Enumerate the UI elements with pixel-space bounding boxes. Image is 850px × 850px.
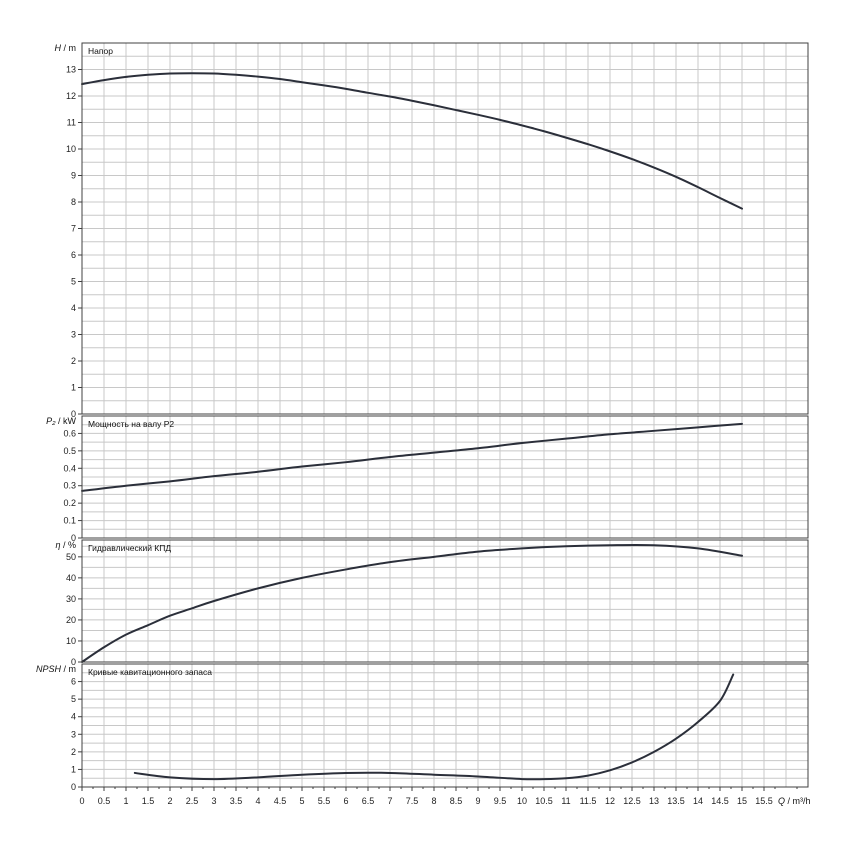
y-tick-label: 6 — [71, 677, 76, 687]
y-tick-label: 6 — [71, 250, 76, 260]
y-tick-label: 4 — [71, 303, 76, 313]
x-tick-label: 1.5 — [142, 796, 155, 806]
x-tick-label: 4.5 — [274, 796, 287, 806]
y-tick-label: 5 — [71, 694, 76, 704]
series-line — [81, 72, 743, 210]
panel-frame — [81, 415, 809, 539]
y-tick-label: 0 — [71, 533, 76, 543]
y-tick-label: 10 — [66, 636, 76, 646]
x-tick-label: 0 — [79, 796, 84, 806]
y-tick-label: 0.2 — [63, 498, 76, 508]
x-tick-label: 13.5 — [667, 796, 685, 806]
series-line — [81, 543, 743, 663]
y-tick-label: 3 — [71, 330, 76, 340]
y-tick-label: 0.6 — [63, 428, 76, 438]
series-line — [133, 673, 735, 781]
y-tick-label: 12 — [66, 91, 76, 101]
x-tick-label: 5 — [299, 796, 304, 806]
x-tick-label: 8 — [431, 796, 436, 806]
y-tick-label: 0.5 — [63, 446, 76, 456]
x-tick-label: 13 — [649, 796, 659, 806]
x-tick-label: 15 — [737, 796, 747, 806]
panel-title: Напор — [88, 46, 113, 56]
y-tick-label: 10 — [66, 144, 76, 154]
x-tick-label: 3 — [211, 796, 216, 806]
y-tick-label: 0.3 — [63, 481, 76, 491]
frame-layer — [78, 42, 809, 791]
x-axis-label: Q / m³/h — [778, 796, 811, 806]
y-tick-label: 0.4 — [63, 463, 76, 473]
x-tick-label: 9.5 — [494, 796, 507, 806]
y-tick-label: 1 — [71, 383, 76, 393]
y-tick-label: 2 — [71, 747, 76, 757]
x-tick-label: 11 — [561, 796, 570, 806]
y-tick-label: 0 — [71, 409, 76, 419]
x-tick-label: 14 — [693, 796, 703, 806]
curve-layer — [81, 72, 743, 781]
x-tick-label: 6 — [343, 796, 348, 806]
y-tick-label: 13 — [66, 65, 76, 75]
x-tick-label: 1 — [123, 796, 128, 806]
y-tick-label: 20 — [66, 615, 76, 625]
x-tick-label: 15.5 — [755, 796, 773, 806]
x-tick-label: 2 — [167, 796, 172, 806]
y-tick-label: 0 — [71, 782, 76, 792]
x-tick-label: 12.5 — [623, 796, 641, 806]
x-tick-label: 4 — [255, 796, 260, 806]
x-tick-label: 7 — [387, 796, 392, 806]
x-tick-label: 12 — [605, 796, 615, 806]
panel-title: Кривые кавитационного запаса — [88, 667, 212, 677]
y-tick-label: 1 — [71, 764, 76, 774]
y-tick-label: 30 — [66, 594, 76, 604]
y-tick-label: 9 — [71, 171, 76, 181]
y-tick-label: 8 — [71, 197, 76, 207]
series-line — [81, 422, 743, 492]
y-tick-label: 4 — [71, 712, 76, 722]
y-tick-label: 50 — [66, 552, 76, 562]
x-tick-label: 10.5 — [535, 796, 553, 806]
x-tick-label: 9 — [475, 796, 480, 806]
x-tick-label: 10 — [517, 796, 527, 806]
y-axis-label: P₂ / kW — [46, 416, 76, 426]
x-tick-label: 6.5 — [362, 796, 375, 806]
y-tick-label: 0 — [71, 657, 76, 667]
panel-title: Мощность на валу P2 — [88, 419, 174, 429]
x-tick-label: 5.5 — [318, 796, 331, 806]
x-tick-label: 11.5 — [580, 796, 597, 806]
x-tick-label: 0.5 — [98, 796, 111, 806]
y-tick-label: 7 — [71, 224, 76, 234]
grid-layer — [82, 43, 808, 787]
y-tick-label: 3 — [71, 729, 76, 739]
x-tick-label: 14.5 — [711, 796, 729, 806]
y-axis-label: η / % — [55, 540, 76, 550]
panel-frame — [81, 539, 809, 663]
x-tick-label: 8.5 — [450, 796, 463, 806]
y-tick-label: 5 — [71, 277, 76, 287]
x-tick-label: 7.5 — [406, 796, 419, 806]
y-tick-label: 2 — [71, 356, 76, 366]
y-axis-label: NPSH / m — [36, 664, 76, 674]
y-axis-label: H / m — [55, 43, 77, 53]
panel-frame — [81, 42, 809, 415]
y-tick-label: 11 — [67, 118, 76, 128]
panel-title: Гидравлический КПД — [88, 543, 171, 553]
y-tick-label: 40 — [66, 573, 76, 583]
y-tick-label: 0.1 — [63, 516, 76, 526]
x-tick-label: 3.5 — [230, 796, 243, 806]
x-tick-label: 2.5 — [186, 796, 199, 806]
